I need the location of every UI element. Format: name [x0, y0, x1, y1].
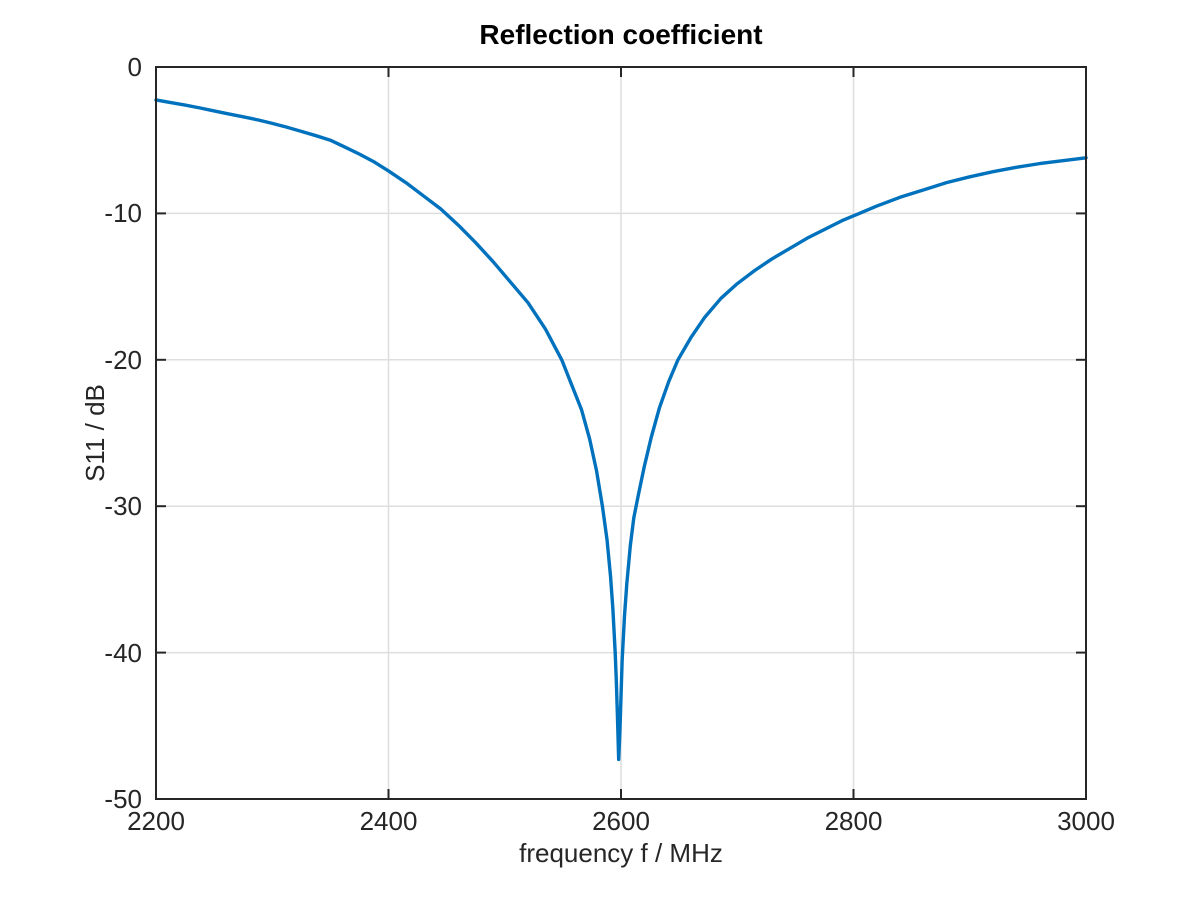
x-tick-label: 2400: [359, 806, 418, 836]
y-tick-label: -10: [104, 198, 142, 229]
y-tick-label: -20: [104, 344, 142, 375]
x-tick-label: 2200: [127, 806, 185, 836]
x-tick-label: 2800: [824, 806, 883, 836]
y-tick-label: -40: [104, 637, 142, 668]
x-axis-label: frequency f / MHz: [519, 838, 723, 868]
chart-title: Reflection coefficient: [479, 19, 763, 50]
y-tick-label: 0: [127, 52, 142, 82]
grid-lines: [156, 67, 1086, 799]
y-axis-label: S11 / dB: [80, 384, 110, 482]
tick-marks: [155, 66, 1087, 800]
x-tick-label: 3000: [1057, 806, 1115, 836]
y-tick-label: -30: [104, 491, 142, 522]
s11-curve: [154, 98, 1088, 762]
y-tick-label: -50: [104, 784, 142, 814]
x-tick-label: 2600: [592, 806, 650, 836]
